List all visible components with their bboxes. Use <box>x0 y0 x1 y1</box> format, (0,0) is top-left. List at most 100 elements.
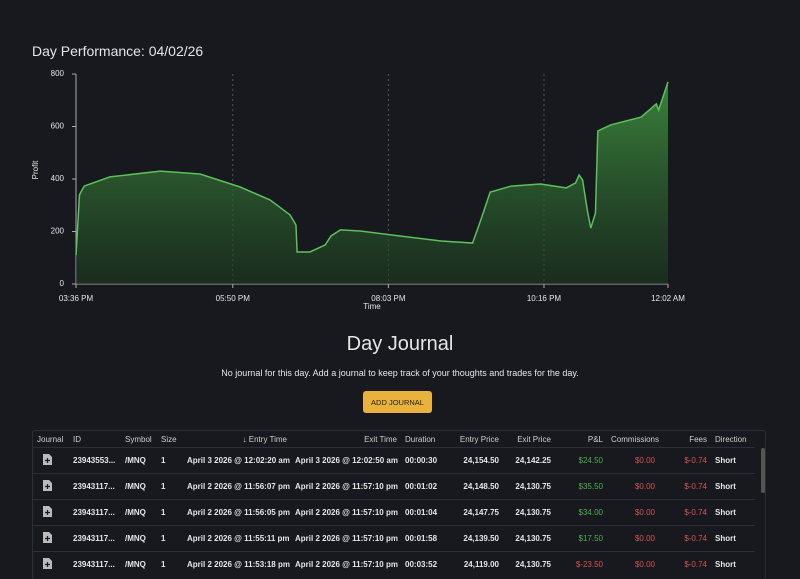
cell: 00:03:52 <box>401 551 451 577</box>
header-text: Exit Time <box>364 434 397 444</box>
cell: April 2 2026 @ 11:57:10 pm <box>291 499 401 526</box>
journal-icon[interactable] <box>33 551 69 577</box>
cell: Short <box>711 473 755 500</box>
y-tick-label: 800 <box>51 69 65 78</box>
x-axis-label: Time <box>363 302 381 311</box>
cell: /MNQ <box>121 551 157 577</box>
cell: $34.00 <box>555 499 607 526</box>
cell: 24,130.75 <box>503 525 555 552</box>
cell: April 2 2026 @ 11:53:18 pm <box>183 551 291 577</box>
column-header[interactable]: ID <box>69 431 121 448</box>
trade-row[interactable]: 23943117.../MNQ 1 April 2 2026 @ 11:55:11 … <box>33 525 755 552</box>
cell: $35.50 <box>555 473 607 500</box>
header-text: Entry Price <box>459 434 499 444</box>
add-journal-button[interactable]: ADD JOURNAL <box>363 391 432 413</box>
cell: April 2 2026 @ 11:57:10 pm <box>291 525 401 552</box>
cell: 1 <box>157 473 183 500</box>
cell: $-0.74 <box>659 473 711 500</box>
trade-row[interactable]: 23943117.../MNQ 1 April 2 2026 @ 11:53:18 … <box>33 551 755 577</box>
cell: $24.50 <box>555 447 607 474</box>
cell: $0.00 <box>607 499 659 526</box>
x-tick-label: 03:36 PM <box>59 294 94 303</box>
cell: 24,130.75 <box>503 499 555 526</box>
x-tick-label: 12:02 AM <box>651 294 685 303</box>
column-header[interactable]: Commissions <box>607 431 659 448</box>
column-header[interactable]: P&L <box>555 431 607 448</box>
cell: $-0.74 <box>659 525 711 552</box>
journal-icon[interactable] <box>33 447 69 474</box>
cell: $-0.74 <box>659 499 711 526</box>
column-header[interactable]: Symbol <box>121 431 157 448</box>
column-header[interactable]: Fees <box>659 431 711 448</box>
trade-row[interactable]: 23943117.../MNQ 1 April 2 2026 @ 11:56:05 … <box>33 499 755 526</box>
cell: $-23.50 <box>555 551 607 577</box>
cell: Short <box>711 499 755 526</box>
y-tick-label: 600 <box>51 122 65 131</box>
column-header[interactable]: Exit Time <box>291 431 401 448</box>
cell: 23943117... <box>69 525 121 552</box>
column-header[interactable]: Direction <box>711 431 755 448</box>
trades-table: Journal ID Symbol Size ↓ Entry Time Exit Time… <box>32 430 766 579</box>
cell: Short <box>711 447 755 474</box>
cell: 24,154.50 <box>451 447 503 474</box>
cell: 00:01:04 <box>401 499 451 526</box>
y-tick-label: 400 <box>51 174 65 183</box>
cell: 24,119.00 <box>451 551 503 577</box>
x-tick-label: 05:50 PM <box>216 294 251 303</box>
chart: Profit Time 0 200 400 600 800 03:36 PM 05:50 P… <box>31 69 685 311</box>
cell: 24,139.50 <box>451 525 503 552</box>
line <box>75 81 669 256</box>
cell: 24,142.25 <box>503 447 555 474</box>
cell: $0.00 <box>607 447 659 474</box>
cell: April 2 2026 @ 11:56:05 pm <box>183 499 291 526</box>
column-header[interactable]: Exit Price <box>503 431 555 448</box>
header-text: Symbol <box>125 434 152 444</box>
cell: 00:00:30 <box>401 447 451 474</box>
cell: 24,147.75 <box>451 499 503 526</box>
column-header[interactable]: Size <box>157 431 183 448</box>
cell: 1 <box>157 447 183 474</box>
journal-icon[interactable] <box>33 499 69 526</box>
header-text: ID <box>73 434 81 444</box>
cell: 00:01:02 <box>401 473 451 500</box>
x-tick-label: 08:03 PM <box>371 294 406 303</box>
cell: April 2 2026 @ 11:57:10 pm <box>291 551 401 577</box>
cell: /MNQ <box>121 447 157 474</box>
header-text: P&L <box>587 434 603 444</box>
column-header[interactable]: Duration <box>401 431 451 448</box>
sort-icon[interactable]: ↓ <box>242 434 249 444</box>
chart-title: Day Performance: 04/02/26 <box>32 43 204 59</box>
header-text: Size <box>161 434 177 444</box>
cell: /MNQ <box>121 525 157 552</box>
header-text: Exit Price <box>517 434 551 444</box>
trade-row[interactable]: 23943117.../MNQ 1 April 2 2026 @ 11:56:07 … <box>33 473 755 500</box>
cell: 24,130.75 <box>503 473 555 500</box>
journal-icon[interactable] <box>33 473 69 500</box>
journal-message: No journal for this day. Add a journal t… <box>221 368 579 378</box>
column-header[interactable]: ↓ Entry Time <box>183 431 291 448</box>
cell: 1 <box>157 525 183 552</box>
trade-row[interactable]: 23943553.../MNQ 1 April 3 2026 @ 12:02:20 … <box>33 447 755 474</box>
header-text: Direction <box>715 434 747 444</box>
cell: $0.00 <box>607 473 659 500</box>
cell: $17.50 <box>555 525 607 552</box>
cell: 23943553... <box>69 447 121 474</box>
y-tick-label: 200 <box>51 227 65 236</box>
cell: 23943117... <box>69 473 121 500</box>
cell: April 3 2026 @ 12:02:20 am <box>183 447 291 474</box>
column-header[interactable]: Journal <box>33 431 69 448</box>
cell: $0.00 <box>607 525 659 552</box>
column-header[interactable]: Entry Price <box>451 431 503 448</box>
cell: 1 <box>157 551 183 577</box>
cell: /MNQ <box>121 499 157 526</box>
cell: $-0.74 <box>659 447 711 474</box>
cell: 1 <box>157 499 183 526</box>
cell: $0.00 <box>607 551 659 577</box>
cell: 00:01:58 <box>401 525 451 552</box>
cell: 23943117... <box>69 499 121 526</box>
journal-icon[interactable] <box>33 525 69 552</box>
cell: 24,148.50 <box>451 473 503 500</box>
header-text: Fees <box>689 434 707 444</box>
scrollbar[interactable] <box>761 448 765 493</box>
